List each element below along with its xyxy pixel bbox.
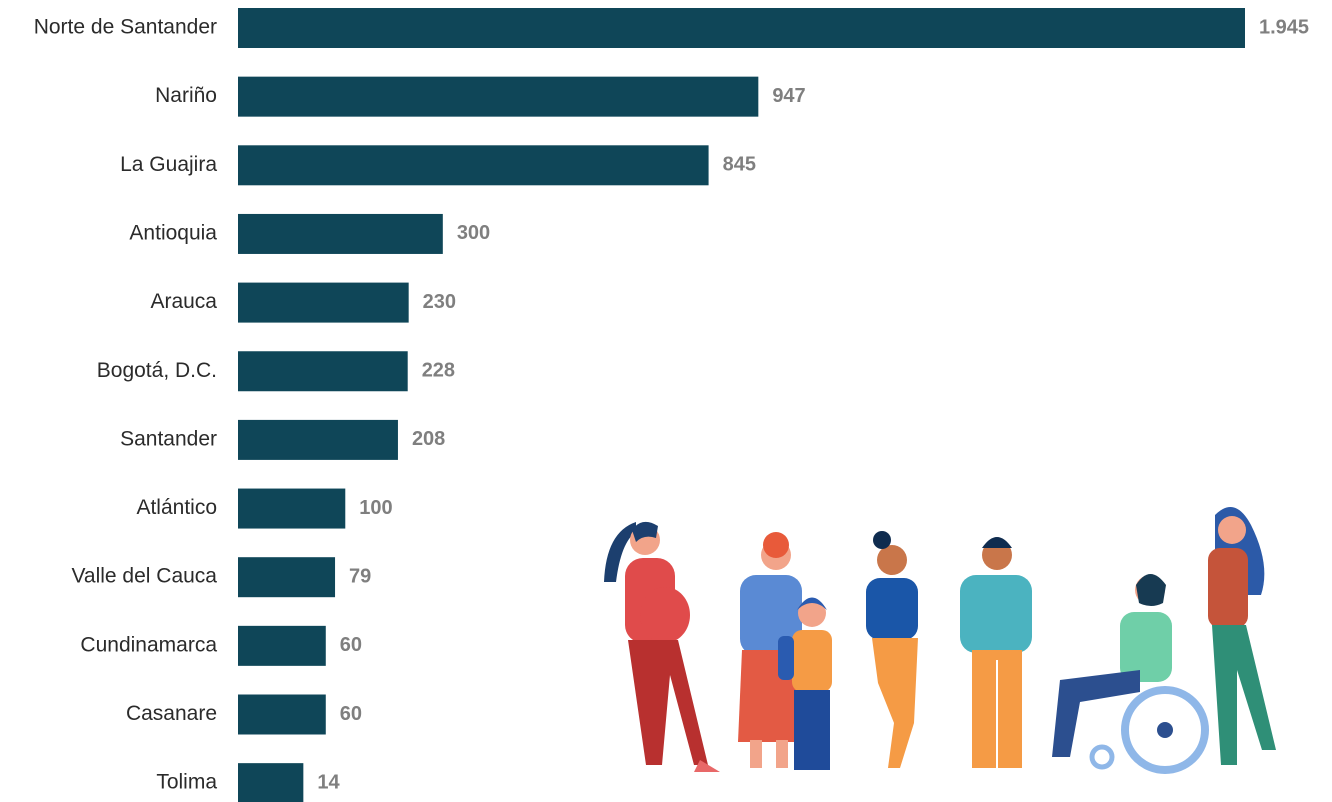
bar bbox=[238, 625, 326, 666]
category-label: Arauca bbox=[150, 290, 217, 313]
value-label: 1.945 bbox=[1259, 16, 1309, 38]
category-label: Santander bbox=[120, 427, 217, 450]
value-label: 230 bbox=[423, 291, 456, 313]
category-label: La Guajira bbox=[120, 153, 217, 176]
bar bbox=[238, 488, 346, 529]
value-label: 228 bbox=[422, 360, 455, 382]
bar bbox=[238, 76, 759, 117]
value-label: 60 bbox=[340, 634, 362, 656]
bar bbox=[238, 763, 304, 802]
value-label: 100 bbox=[359, 497, 392, 519]
bar bbox=[238, 419, 398, 460]
value-label: 208 bbox=[412, 428, 445, 450]
category-label: Nariño bbox=[155, 84, 217, 107]
category-label: Valle del Cauca bbox=[71, 565, 217, 588]
bar bbox=[238, 8, 1245, 48]
category-label: Bogotá, D.C. bbox=[97, 359, 217, 382]
value-label: 300 bbox=[457, 222, 490, 244]
category-label: Norte de Santander bbox=[34, 16, 217, 39]
category-label: Tolima bbox=[156, 771, 217, 794]
category-label: Antioquia bbox=[129, 221, 217, 244]
bar bbox=[238, 213, 443, 254]
bar bbox=[238, 282, 409, 323]
category-label: Atlántico bbox=[136, 496, 217, 519]
value-label: 79 bbox=[349, 565, 371, 587]
bar bbox=[238, 351, 408, 392]
bar bbox=[238, 557, 336, 598]
bar bbox=[238, 145, 709, 186]
illustration bbox=[604, 507, 1276, 774]
value-label: 845 bbox=[723, 154, 756, 176]
category-label: Casanare bbox=[126, 702, 217, 725]
value-label: 60 bbox=[340, 703, 362, 725]
category-label: Cundinamarca bbox=[80, 633, 217, 656]
value-label: 947 bbox=[772, 85, 805, 107]
bar bbox=[238, 694, 326, 735]
value-label: 14 bbox=[317, 771, 340, 793]
